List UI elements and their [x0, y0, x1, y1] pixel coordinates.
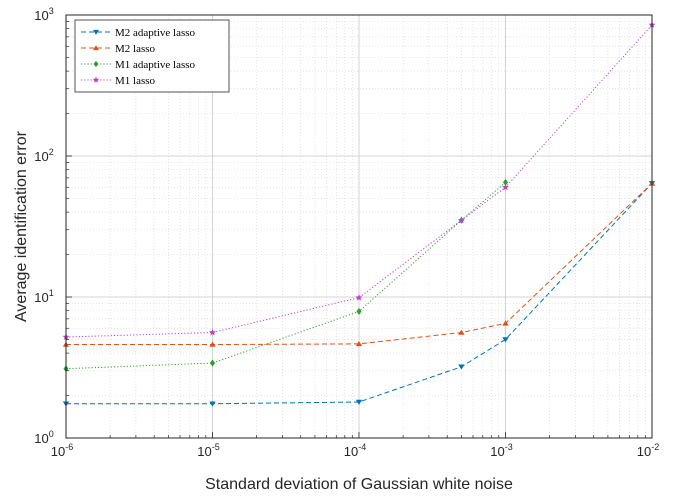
legend-entry: M2 adaptive lasso	[81, 27, 196, 39]
y-tick-label: 100	[34, 429, 53, 446]
series-2	[62, 180, 656, 347]
series-layer	[62, 21, 656, 407]
series-line	[65, 24, 653, 338]
data-point-marker	[209, 401, 216, 407]
legend-entry: M1 adaptive lasso	[81, 59, 196, 71]
legend-entry: M2 lasso	[81, 43, 156, 55]
tick-marks	[65, 14, 653, 439]
y-axis-label: Average identification error	[13, 130, 30, 322]
x-tick-label: 10-6	[51, 442, 73, 459]
y-tick-label: 102	[34, 147, 53, 164]
data-point-marker	[502, 320, 509, 326]
y-tick-label: 103	[34, 6, 53, 23]
data-point-marker	[209, 341, 216, 347]
x-tick-label: 10-3	[490, 442, 512, 459]
series-3	[63, 178, 509, 373]
data-point-marker	[458, 329, 465, 335]
legend: M2 adaptive lasso M2 lasso M1 adaptive las…	[74, 19, 230, 93]
data-point-marker	[92, 76, 100, 83]
y-tick-labels: 100 101 102 103	[34, 6, 53, 446]
data-point-marker	[355, 399, 363, 405]
data-point-marker	[209, 359, 216, 367]
x-tick-label: 10-2	[637, 442, 659, 459]
legend-label: M2 adaptive lasso	[115, 27, 196, 39]
x-tick-label: 10-5	[197, 442, 219, 459]
x-tick-label: 10-4	[344, 442, 366, 459]
legend-label: M2 lasso	[115, 43, 156, 55]
data-point-marker	[356, 307, 362, 315]
series-line	[65, 182, 506, 370]
data-point-marker	[355, 341, 363, 347]
legend-label: M1 lasso	[115, 75, 156, 87]
x-axis-label: Standard deviation of Gaussian white noi…	[205, 476, 513, 493]
data-point-marker	[93, 45, 99, 51]
data-point-marker	[458, 364, 465, 370]
legend-entry: M1 lasso	[81, 75, 156, 87]
data-point-marker	[502, 183, 509, 191]
data-point-marker	[502, 178, 509, 186]
data-point-marker	[209, 328, 216, 336]
data-point-marker	[93, 60, 99, 68]
y-tick-label: 101	[34, 288, 53, 305]
data-point-marker	[93, 29, 99, 35]
series-line	[66, 182, 653, 405]
x-tick-labels: 10-6 10-5 10-4 10-3 10-2	[51, 442, 659, 459]
data-point-marker	[355, 293, 363, 301]
data-point-marker	[502, 337, 509, 343]
legend-label: M1 adaptive lasso	[115, 59, 196, 71]
data-point-marker	[457, 216, 465, 224]
series-line	[66, 182, 653, 346]
